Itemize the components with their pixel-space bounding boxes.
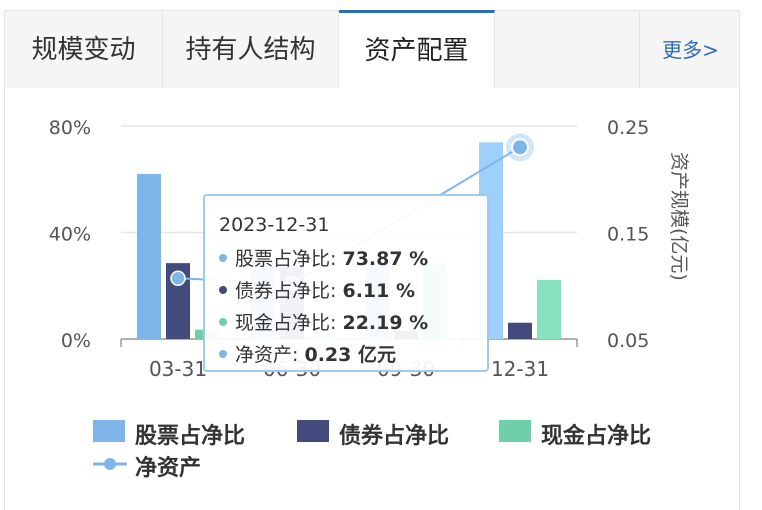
legend-label: 股票占净比 [135, 424, 246, 449]
legend-swatch [499, 420, 531, 442]
tooltip-value: 6.11 % [342, 280, 415, 302]
y-left-tick-label: 80% [49, 117, 91, 139]
tooltip-value: 22.19 % [342, 312, 429, 334]
net-assets-point [170, 270, 186, 287]
asset-allocation-panel: 规模变动 持有人结构 资产配置 更多> 0% 0.05 40% 0.15 80% 0.25… [4, 0, 740, 510]
legend-swatch [93, 420, 125, 442]
tab-bar: 规模变动 持有人结构 资产配置 更多> [4, 10, 741, 90]
more-link[interactable]: 更多> [639, 11, 741, 89]
y-right-tick-label: 0.05 [607, 330, 649, 352]
tooltip-label: 债券占净比 [235, 280, 331, 302]
legend-label: 债券占净比 [339, 424, 450, 449]
tooltip-row-stock: 股票占净比: 73.87 % [219, 244, 428, 271]
tooltip-row-net-assets: 净资产: 0.23 亿元 [219, 340, 396, 367]
tooltip-label: 股票占净比 [235, 248, 331, 270]
chart-area: 0%0.0540%0.1580%0.2503-3106-3009-3012-31… [4, 88, 740, 510]
bond-dot-icon [219, 285, 227, 294]
legend-swatch [297, 420, 329, 442]
stock-dot-icon [219, 253, 227, 262]
tab-scale-change[interactable]: 规模变动 [5, 11, 163, 89]
legend-line-icon [93, 454, 127, 472]
tooltip-label: 现金占净比 [235, 312, 331, 334]
tooltip-row-cash: 现金占净比: 22.19 % [219, 308, 428, 335]
bar-stock [137, 173, 161, 339]
tooltip-value: 73.87 % [342, 248, 429, 270]
bar-cash [537, 279, 561, 339]
x-tick-label: 12-31 [491, 357, 549, 381]
y-left-tick-label: 0% [61, 330, 91, 352]
legend-label: 现金占净比 [541, 424, 652, 449]
tooltip-date: 2023-12-31 [219, 214, 330, 236]
tooltip-label: 净资产 [235, 344, 293, 366]
y-right-tick-label: 0.15 [607, 224, 649, 246]
bar-bond [508, 322, 532, 339]
legend-label: 净资产 [135, 456, 202, 481]
cash-dot-icon [219, 317, 227, 326]
y-left-tick-label: 40% [49, 224, 91, 246]
net-assets-point [511, 138, 529, 157]
x-tick-label: 03-31 [149, 357, 207, 381]
tab-asset-allocation[interactable]: 资产配置 [339, 10, 495, 90]
tooltip-value: 0.23 亿元 [304, 344, 396, 366]
chart-tooltip: 2023-12-31 股票占净比: 73.87 % 债券占净比: 6.11 % … [203, 194, 489, 372]
tab-holder-structure[interactable]: 持有人结构 [163, 11, 339, 89]
y-right-tick-label: 0.25 [607, 117, 649, 139]
tooltip-row-bond: 债券占净比: 6.11 % [219, 276, 415, 303]
net-assets-dot-icon [219, 349, 227, 358]
y-right-axis-label: 资产规模(亿元) [668, 152, 690, 281]
